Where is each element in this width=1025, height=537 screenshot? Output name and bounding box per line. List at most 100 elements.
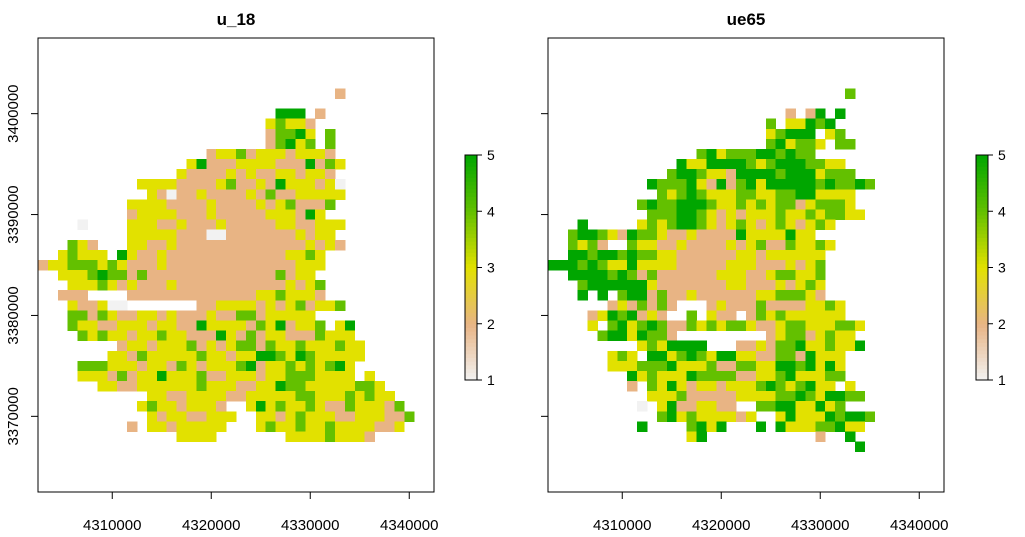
raster-cell [805, 219, 816, 231]
raster-cell [236, 360, 247, 372]
raster-cell [815, 118, 826, 130]
raster-cell [87, 249, 98, 261]
raster-cell [775, 370, 786, 382]
raster-cell [176, 421, 187, 432]
raster-cell [726, 350, 737, 362]
raster-cell [265, 199, 276, 210]
raster-cell [127, 280, 138, 291]
legend-swatch [976, 320, 988, 325]
legend-swatch [465, 155, 477, 160]
raster-cell [137, 381, 148, 392]
raster-cell [226, 159, 237, 170]
raster-cell [627, 239, 638, 251]
raster-cell [775, 219, 786, 231]
raster-cell [795, 239, 806, 251]
raster-cell [805, 138, 816, 150]
raster-cell [825, 300, 836, 311]
raster-cell [325, 159, 336, 170]
raster-cell [765, 290, 777, 301]
raster-cell [785, 360, 796, 372]
raster-cell [726, 219, 737, 231]
raster-cell [825, 189, 836, 200]
raster-cell [354, 340, 366, 352]
raster-cell [815, 290, 826, 301]
raster-cell [295, 401, 306, 412]
raster-cell [637, 199, 648, 210]
raster-cell [706, 360, 717, 372]
raster-cell [805, 421, 816, 432]
raster-cell [666, 199, 678, 210]
raster-cell [647, 350, 658, 362]
raster-cell [344, 381, 356, 392]
raster-cell [245, 310, 257, 321]
raster-cell [275, 381, 286, 392]
raster-cell [166, 340, 177, 352]
raster-cell [696, 320, 707, 331]
raster-cell [186, 229, 197, 241]
raster-cell [617, 280, 628, 291]
raster-cell [305, 340, 316, 352]
raster-cell [137, 320, 148, 331]
legend-swatch [465, 203, 477, 208]
x-tick-label: 4340000 [380, 517, 438, 532]
legend-swatch [465, 181, 477, 186]
raster-cell [845, 411, 856, 422]
raster-cell [117, 300, 128, 311]
raster-cell [245, 199, 257, 210]
raster-cell [637, 360, 648, 372]
raster-cell [206, 370, 217, 382]
raster-cell [305, 118, 316, 130]
raster-cell [67, 270, 78, 281]
raster-cell [825, 411, 836, 422]
raster-cell [706, 179, 717, 190]
legend-swatch [976, 215, 988, 220]
raster-cell [335, 239, 346, 251]
raster-cell [696, 401, 707, 412]
raster-cell [344, 421, 356, 432]
raster-cell [107, 280, 118, 291]
raster-cell [726, 381, 737, 392]
raster-cell [255, 229, 267, 241]
raster-cell [335, 421, 346, 432]
raster-cell [845, 320, 856, 331]
raster-cell [295, 239, 306, 251]
raster-cell [706, 300, 717, 311]
raster-cell [637, 300, 648, 311]
raster-cell [835, 340, 846, 352]
raster-cell [335, 370, 346, 382]
raster-cell [716, 300, 727, 311]
legend-swatch [465, 200, 477, 205]
raster-cell [656, 320, 668, 331]
raster-cell [315, 199, 326, 210]
raster-cell [716, 189, 727, 200]
raster-cell [146, 421, 158, 432]
raster-cell [295, 280, 306, 291]
raster-cell [196, 280, 207, 291]
raster-cell [97, 280, 108, 291]
raster-cell [315, 330, 326, 342]
raster-cell [716, 229, 727, 241]
x-tick-label: 4330000 [791, 517, 849, 532]
raster-cell [255, 350, 267, 362]
raster-cell [726, 239, 737, 251]
raster-cell [815, 179, 826, 190]
raster-cell [716, 209, 727, 220]
raster-cell [795, 340, 806, 352]
raster-cell [206, 239, 217, 251]
raster-cell [666, 280, 678, 291]
raster-cell [716, 199, 727, 210]
raster-cell [236, 179, 247, 190]
raster-cell [825, 199, 836, 210]
raster-cell [785, 350, 796, 362]
legend-swatch [465, 230, 477, 235]
legend-swatch [465, 353, 477, 358]
raster-cell [236, 270, 247, 281]
raster-cell [127, 290, 138, 301]
raster-cell [344, 320, 356, 331]
raster-cell [186, 381, 197, 392]
raster-cell [775, 239, 786, 251]
raster-cell [285, 249, 296, 261]
raster-cell [864, 411, 876, 422]
raster-cell [166, 219, 177, 231]
raster-cell [676, 179, 687, 190]
